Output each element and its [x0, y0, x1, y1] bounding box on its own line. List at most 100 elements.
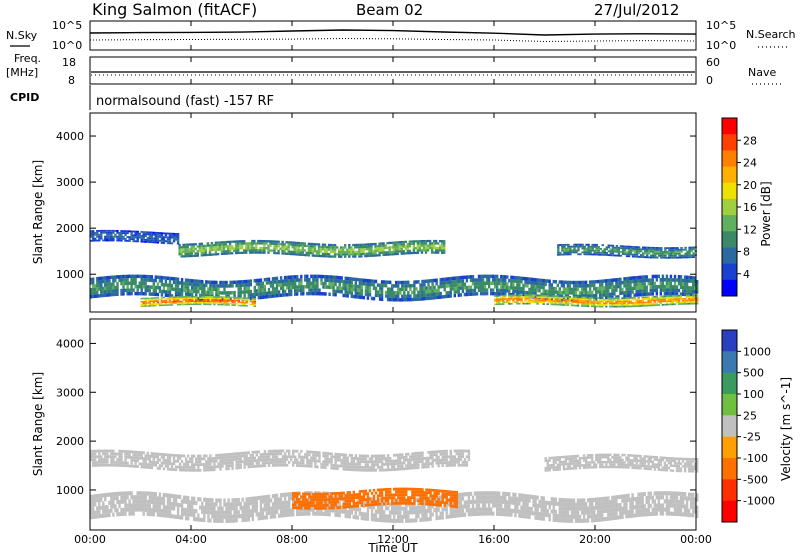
vel-heat-cell: [279, 505, 283, 510]
power-heat-cell: [134, 230, 137, 233]
power-heat-cell: [402, 243, 405, 246]
power-heat-cell: [223, 287, 226, 292]
power-heat-cell: [273, 280, 277, 284]
vel-heat-cell: [209, 498, 212, 503]
power-heat-cell: [625, 280, 628, 284]
power-heat-cell: [267, 294, 271, 299]
power-heat-cell: [382, 242, 385, 245]
vel-heat-cell: [597, 513, 600, 518]
power-heat-cell: [330, 275, 333, 279]
vel-heat-cell: [296, 503, 299, 508]
power-heat-cell: [279, 283, 283, 287]
vel-heat-cell: [231, 502, 234, 507]
power-heat-cell: [195, 279, 198, 283]
power-heat-cell: [615, 299, 618, 301]
power-heat-cell: [665, 302, 669, 304]
vel-heat-cell: [605, 500, 608, 505]
vel-heat-cell: [322, 499, 325, 504]
vel-heat-cell: [104, 513, 107, 518]
power-heat-cell: [263, 288, 267, 292]
power-heat-cell: [217, 300, 220, 303]
power-heat-cell: [548, 298, 551, 300]
power-heat-cell: [158, 303, 162, 305]
power-heat-cell: [209, 302, 212, 304]
power-heat-cell: [108, 237, 111, 240]
power-heat-cell: [648, 250, 651, 253]
power-heat-cell: [552, 296, 555, 299]
power-heat-cell: [132, 288, 135, 292]
power-heat-cell: [645, 304, 648, 307]
power-heat-cell: [197, 296, 200, 301]
power-heat-cell: [627, 245, 631, 248]
vel-heat-cell: [534, 495, 537, 500]
power-heat-cell: [160, 275, 164, 280]
power-heat-cell: [679, 285, 683, 289]
power-heat-cell: [168, 283, 172, 288]
power-heat-cell: [427, 279, 430, 283]
power-heat-cell: [380, 249, 383, 252]
power-heat-cell: [126, 230, 129, 233]
power-heat-cell: [637, 286, 640, 290]
power-heat-cell: [403, 284, 406, 288]
vel-heat-cell: [441, 507, 444, 512]
power-heat-cell: [672, 254, 675, 257]
power-heat-cell: [441, 281, 444, 285]
vel-heat-cell: [417, 501, 420, 506]
vel-heat-cell: [506, 492, 509, 497]
vel-heat-cell: [593, 514, 596, 519]
vel-heat-cell: [104, 509, 107, 514]
power-heat-cell: [692, 246, 695, 249]
power-heat-cell: [212, 244, 216, 247]
power-heat-cell: [110, 292, 113, 297]
power-heat-cell: [144, 292, 147, 296]
vel-heat-cell: [461, 504, 465, 509]
power-heat-cell: [148, 297, 151, 299]
power-heat-cell: [160, 234, 164, 237]
power-heat-cell: [548, 301, 551, 304]
power-heat-cell: [283, 247, 286, 251]
vel-heat-cell: [617, 515, 620, 520]
vel-heat-cell: [609, 500, 612, 505]
vel-heat-cell: [338, 509, 341, 514]
power-heat-cell: [197, 290, 200, 294]
vel-heat-cell: [457, 513, 460, 518]
power-heat-cell: [629, 302, 632, 304]
power-heat-cell: [243, 283, 246, 287]
power-heat-cell: [588, 297, 592, 299]
power-heat-cell: [100, 290, 103, 294]
power-heat-cell: [584, 298, 588, 301]
power-heat-cell: [112, 282, 115, 286]
vel-heat-cell: [582, 502, 586, 507]
power-heat-cell: [510, 282, 513, 286]
power-heat-cell: [160, 282, 164, 287]
power-heat-cell: [176, 296, 180, 298]
power-heat-cell: [215, 291, 218, 295]
vel-heat-cell: [265, 507, 269, 512]
power-heat-cell: [633, 286, 636, 290]
power-heat-cell: [281, 250, 284, 253]
power-heat-cell: [412, 240, 416, 243]
vel-heat-cell: [663, 491, 667, 496]
power-heat-cell: [112, 289, 115, 293]
vel-heat-cell: [184, 512, 188, 517]
power-heat-cell: [475, 281, 479, 286]
power-heat-cell: [190, 252, 193, 255]
vel-heat-cell: [483, 491, 487, 496]
vel-heat-cell: [326, 499, 329, 504]
power-heat-cell: [410, 251, 414, 255]
power-heat-cell: [370, 296, 374, 301]
power-heat-cell: [611, 305, 614, 308]
power-heat-cell: [463, 275, 467, 280]
power-heat-cell: [683, 282, 687, 286]
power-heat-cell: [340, 276, 343, 280]
power-heat-cell: [694, 286, 697, 291]
power-heat-cell: [324, 275, 327, 279]
power-heat-cell: [668, 252, 671, 255]
vel-heat-cell: [629, 501, 632, 506]
power-heat-cell: [404, 240, 407, 243]
power-heat-cell: [306, 281, 309, 285]
vel-heat-cell: [469, 508, 473, 513]
power-heat-cell: [231, 284, 234, 288]
vel-heat-cell: [154, 508, 157, 513]
power-heat-cell: [406, 252, 409, 255]
